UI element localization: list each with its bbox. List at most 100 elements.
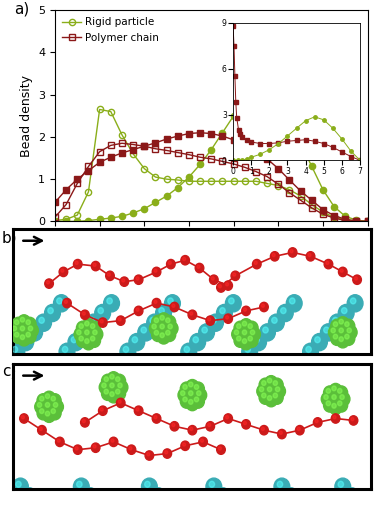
- Circle shape: [260, 426, 268, 435]
- Circle shape: [277, 430, 286, 439]
- Circle shape: [362, 507, 377, 509]
- Circle shape: [20, 414, 28, 423]
- Circle shape: [200, 439, 204, 442]
- Circle shape: [168, 507, 184, 509]
- Circle shape: [165, 450, 168, 454]
- Circle shape: [329, 401, 342, 415]
- Circle shape: [338, 482, 343, 487]
- Circle shape: [77, 321, 89, 335]
- Circle shape: [224, 281, 232, 290]
- Circle shape: [157, 322, 170, 335]
- Circle shape: [324, 260, 333, 269]
- Circle shape: [47, 280, 50, 284]
- Circle shape: [110, 392, 114, 397]
- Circle shape: [136, 308, 139, 311]
- Circle shape: [206, 421, 215, 431]
- Circle shape: [123, 347, 128, 352]
- Circle shape: [193, 337, 199, 343]
- Circle shape: [234, 330, 239, 335]
- Circle shape: [194, 388, 207, 402]
- Circle shape: [51, 400, 63, 414]
- Circle shape: [248, 336, 252, 341]
- Circle shape: [216, 304, 232, 322]
- Circle shape: [129, 333, 145, 351]
- Circle shape: [22, 415, 24, 419]
- Circle shape: [9, 343, 25, 360]
- Circle shape: [154, 330, 158, 335]
- Circle shape: [236, 336, 241, 341]
- Circle shape: [356, 501, 362, 506]
- Circle shape: [166, 318, 170, 323]
- Circle shape: [12, 326, 17, 331]
- Circle shape: [23, 330, 36, 344]
- Circle shape: [186, 380, 199, 393]
- Circle shape: [192, 394, 204, 408]
- Circle shape: [242, 419, 251, 429]
- Circle shape: [132, 337, 138, 343]
- Circle shape: [164, 295, 180, 312]
- Circle shape: [107, 273, 110, 276]
- Circle shape: [122, 279, 125, 282]
- Circle shape: [199, 324, 215, 341]
- Circle shape: [246, 333, 258, 347]
- Circle shape: [51, 396, 55, 401]
- Circle shape: [99, 318, 107, 327]
- Circle shape: [276, 387, 280, 392]
- Circle shape: [329, 325, 341, 339]
- Circle shape: [265, 376, 277, 389]
- Circle shape: [163, 449, 172, 458]
- Circle shape: [217, 445, 225, 455]
- Circle shape: [82, 336, 95, 350]
- Circle shape: [347, 295, 363, 312]
- Circle shape: [260, 302, 268, 312]
- Circle shape: [168, 324, 172, 329]
- Circle shape: [332, 404, 336, 408]
- Circle shape: [12, 330, 25, 344]
- Circle shape: [183, 397, 187, 402]
- Circle shape: [10, 324, 22, 337]
- Circle shape: [195, 263, 204, 273]
- Circle shape: [206, 478, 222, 495]
- Circle shape: [26, 332, 30, 337]
- Circle shape: [13, 478, 28, 495]
- Circle shape: [157, 330, 170, 344]
- Circle shape: [48, 307, 53, 314]
- Circle shape: [152, 324, 156, 329]
- Circle shape: [172, 304, 175, 307]
- Circle shape: [231, 271, 240, 280]
- Text: c): c): [2, 364, 16, 379]
- Circle shape: [36, 314, 52, 331]
- Circle shape: [331, 319, 343, 333]
- Circle shape: [183, 443, 186, 446]
- Circle shape: [102, 387, 114, 401]
- Circle shape: [20, 317, 25, 322]
- Circle shape: [340, 269, 343, 272]
- Circle shape: [324, 386, 336, 400]
- Circle shape: [202, 327, 207, 333]
- Circle shape: [163, 316, 176, 329]
- Circle shape: [99, 380, 112, 394]
- Circle shape: [332, 394, 336, 400]
- Circle shape: [89, 317, 94, 323]
- Text: a): a): [14, 2, 30, 17]
- Circle shape: [57, 439, 60, 442]
- Circle shape: [51, 409, 55, 413]
- Circle shape: [59, 343, 75, 360]
- Circle shape: [43, 391, 55, 405]
- Circle shape: [12, 317, 25, 331]
- Circle shape: [172, 423, 175, 427]
- Circle shape: [100, 320, 103, 323]
- Circle shape: [75, 447, 78, 450]
- Circle shape: [272, 317, 277, 323]
- Circle shape: [353, 275, 362, 285]
- Circle shape: [79, 336, 83, 341]
- Circle shape: [116, 316, 125, 325]
- Circle shape: [113, 374, 125, 388]
- Circle shape: [37, 403, 42, 407]
- Circle shape: [265, 384, 277, 398]
- Circle shape: [20, 326, 25, 331]
- Circle shape: [39, 507, 55, 509]
- Circle shape: [274, 478, 290, 495]
- Circle shape: [49, 393, 61, 407]
- Circle shape: [211, 277, 214, 280]
